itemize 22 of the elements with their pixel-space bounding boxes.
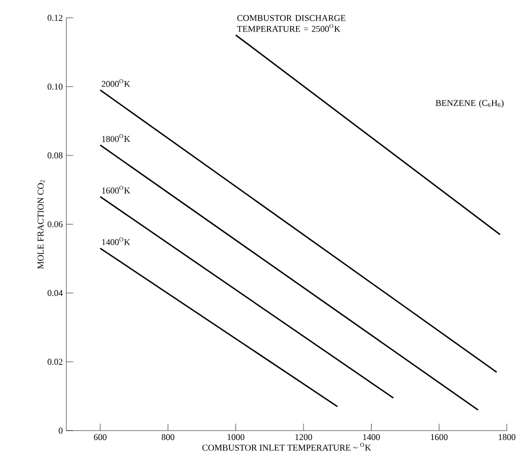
x-tick-label: 1400 <box>363 434 380 440</box>
series-label: COMBUSTOR DISCHARGE TEMPERATURE = 2500$^{O}$K <box>237 14 346 32</box>
x-tick-label: 600 <box>94 434 107 440</box>
series-label: 1600$^{O}$K <box>102 186 130 194</box>
series-label: 1400$^{O}$K <box>102 237 130 246</box>
x-tick-label: 1600 <box>430 434 448 440</box>
y-axis-title: MOLE FRACTION CO$_{2}$ <box>38 180 44 269</box>
y-tick-label: 0.10 <box>48 83 63 90</box>
y-tick-label: 0.02 <box>48 358 62 365</box>
y-tick-label: 0.04 <box>48 290 63 296</box>
x-tick-label: 1000 <box>228 434 244 440</box>
annotation: BENZENE (C$_{6}$H$_{6}$) <box>436 100 504 108</box>
y-tick-label: 0 <box>58 428 63 434</box>
y-tick-label: 0.06 <box>48 221 63 228</box>
x-tick-label: 1800 <box>498 434 516 440</box>
x-tick-label: 800 <box>162 434 174 440</box>
y-tick-label: 0.12 <box>48 14 62 21</box>
x-tick-label: 1200 <box>295 434 312 440</box>
series-label: 1800$^{O}$K <box>102 134 130 142</box>
y-tick-label: 0.08 <box>48 152 63 158</box>
x-axis-title: COMBUSTOR INLET TEMPERATURE ~ $^{O}$K <box>202 442 372 451</box>
series-label: 2000$^{O}$K <box>102 79 130 87</box>
